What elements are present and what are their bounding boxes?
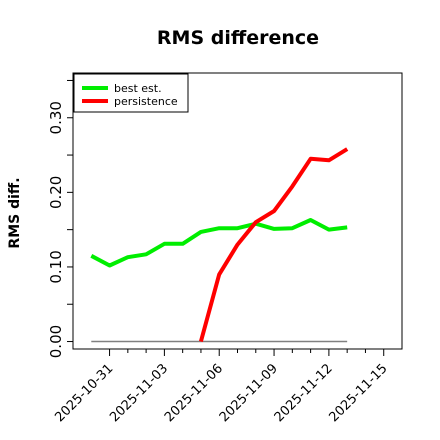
- x-tick-label: 2025-11-12: [272, 361, 336, 425]
- series-layer: [90, 147, 349, 343]
- y-tick-label: 0.00: [47, 325, 65, 358]
- x-tick-label: 2025-10-31: [52, 361, 116, 425]
- legend-label-best-est: best est.: [114, 82, 162, 95]
- legend: best est. persistence: [73, 73, 189, 113]
- y-tick-label: 0.20: [47, 176, 65, 209]
- plot-frame: [72, 72, 403, 350]
- x-axis: 2025-10-312025-11-032025-11-062025-11-09…: [52, 349, 391, 425]
- legend-box: [73, 73, 189, 113]
- x-tick-label: 2025-11-03: [107, 361, 171, 425]
- x-tick-label: 2025-11-09: [217, 361, 281, 425]
- legend-label-persistence: persistence: [114, 95, 178, 108]
- chart-title: RMS difference: [157, 27, 319, 49]
- y-axis-label: RMS diff.: [7, 177, 23, 248]
- y-tick-label: 0.30: [47, 101, 65, 134]
- y-tick-label: 0.10: [47, 250, 65, 283]
- series-line-1: [198, 147, 349, 343]
- x-tick-label: 2025-11-06: [162, 361, 226, 425]
- series-line-0: [90, 218, 348, 268]
- y-axis: 0.00 0.10 0.20 0.30: [47, 79, 73, 358]
- x-tick-label: 2025-11-15: [327, 361, 391, 425]
